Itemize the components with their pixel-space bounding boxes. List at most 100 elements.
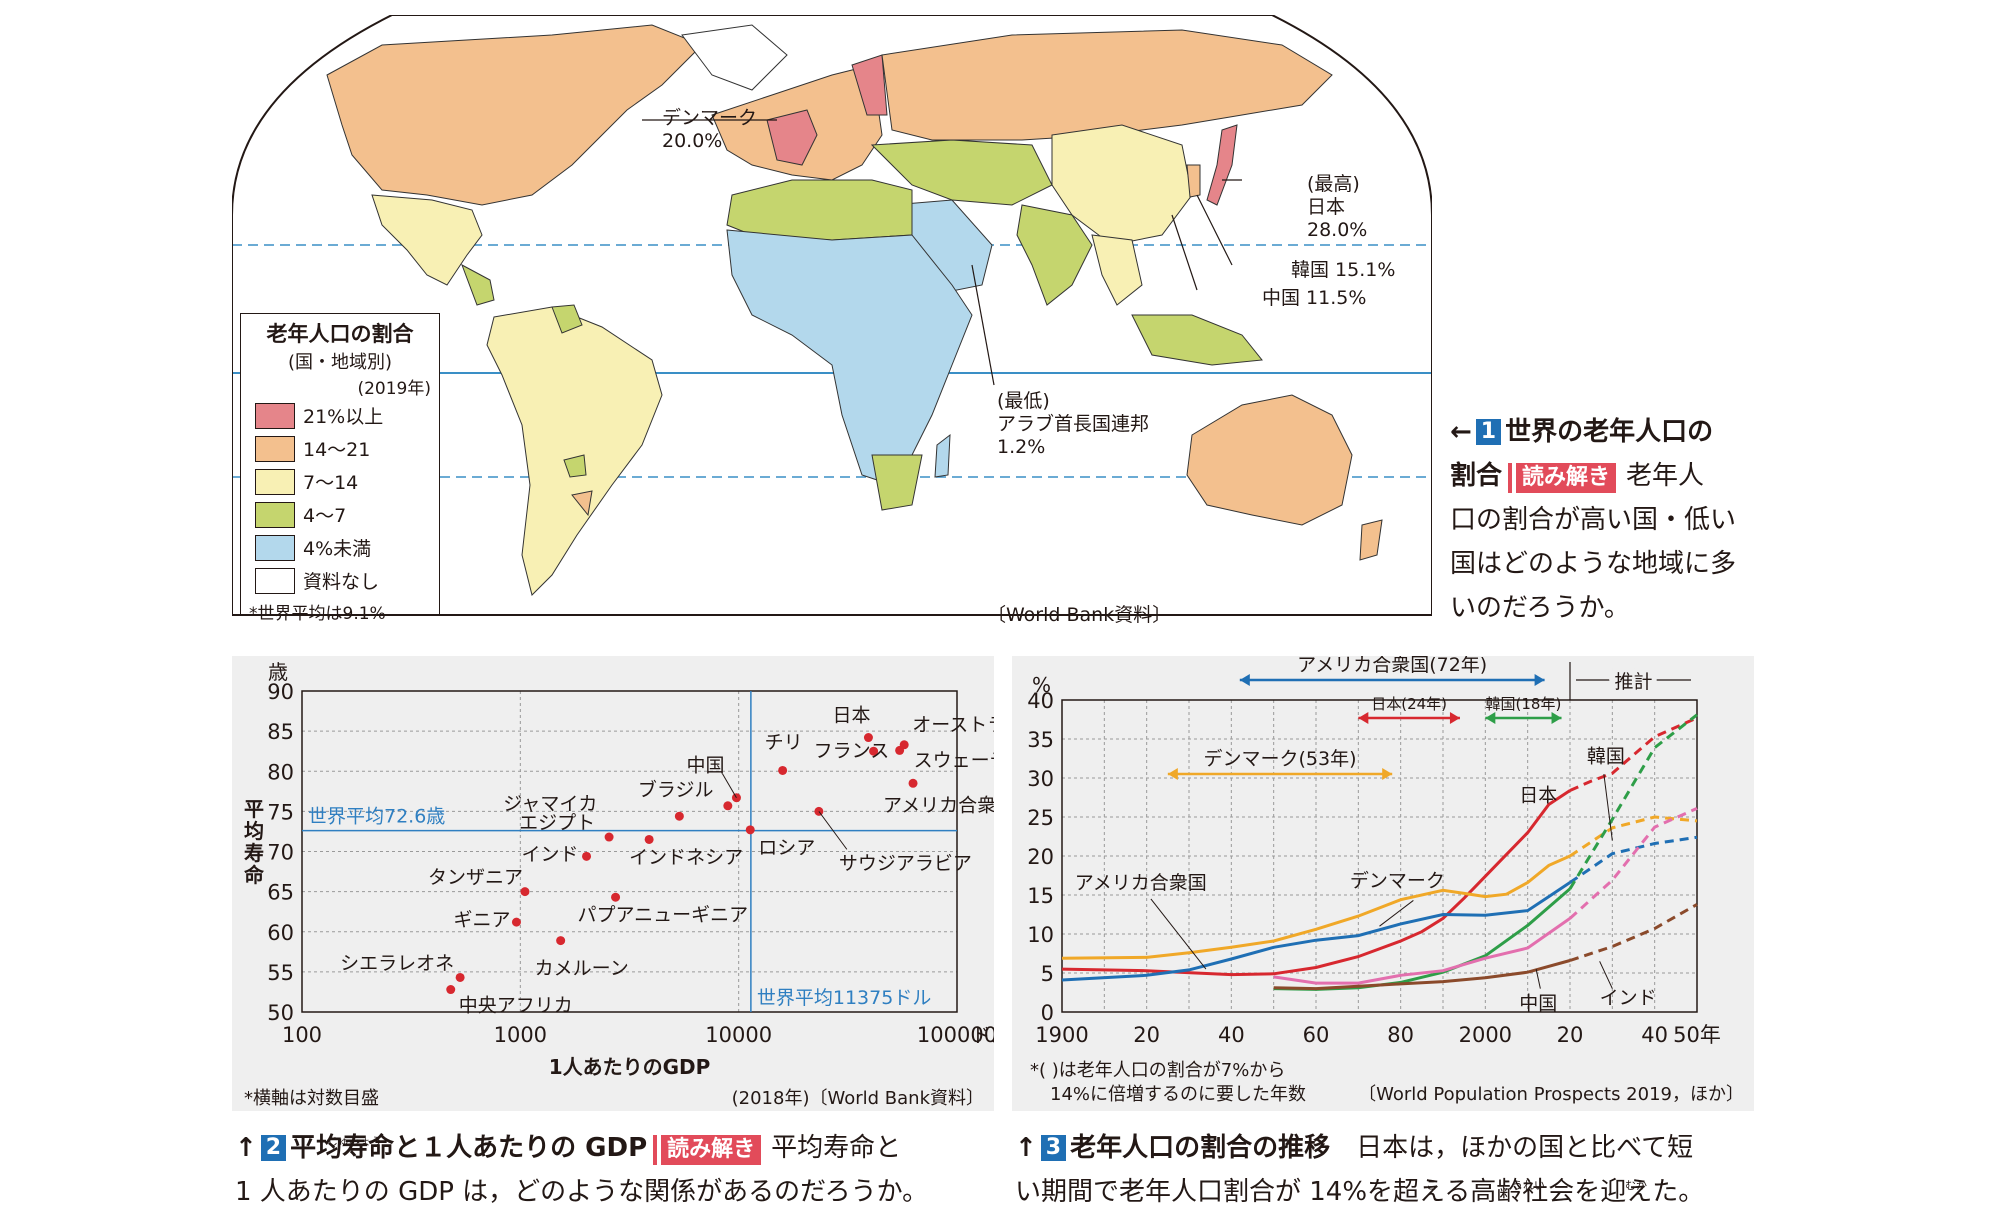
data-point-label: ギニア (453, 909, 510, 931)
y-tick-label: 30 (1027, 767, 1054, 791)
span-label: アメリカ合衆国(72年) (1297, 656, 1487, 676)
caption-3-text: い期間で老年人口割合が 14%を超える高齢社会を迎えた。 (1015, 1177, 1705, 1207)
data-point (869, 746, 879, 756)
line-panel: 0 5 10 15 20 25 30 35 40 1900 20 40 60 80 2000 20 40 50年%… (1012, 656, 1754, 1111)
data-point (723, 801, 733, 811)
world-map-panel: デンマーク 20.0% (最高) 日本 28.0% 韓国 15.1% 中国 11.5%… (232, 15, 1432, 630)
legend-swatch (255, 402, 295, 429)
y-tick-label: 5 (1041, 962, 1054, 986)
chart-source: (2018年)〔World Bank資料〕 (732, 1088, 984, 1109)
span-arrowhead (1485, 712, 1496, 724)
data-point-label: ジャマイカ (503, 793, 597, 815)
y-tick-label: 60 (267, 921, 294, 945)
map-legend: 老年人口の割合 (国・地域別) (2019年) 21%以上 14〜21 7〜14 4〜… (240, 313, 440, 624)
legend-item: 7〜14 (255, 465, 439, 498)
data-point (582, 851, 592, 861)
x-tick-label: 40 (1218, 1023, 1245, 1047)
x-tick-label: 20 (1133, 1023, 1160, 1047)
legend-item: 4%未満 (255, 531, 439, 564)
caption-1-title: 世界の老年人口の (1505, 417, 1714, 447)
series-line-solid (1061, 789, 1571, 977)
series-line-solid (1061, 881, 1571, 982)
span-label: デンマーク(53年) (1204, 748, 1357, 770)
span-label: 日本(24年) (1371, 695, 1447, 713)
x-tick-label: 100 (282, 1023, 322, 1047)
series-label: 日本 (1519, 784, 1557, 806)
legend-swatch (255, 567, 295, 594)
series-line-projected (1568, 807, 1698, 920)
caption-1: ← 1 世界の老年人口の 割合 読み解き 老年人 口の割合が高い国・低い 国はどのような… (1450, 410, 1770, 630)
map-source: 〔World Bank資料〕 (987, 604, 1172, 626)
legend-title: 老年人口の割合 (266, 322, 414, 346)
legend-label: 4〜7 (303, 505, 347, 527)
data-point (611, 892, 621, 902)
legend-item: 4〜7 (255, 498, 439, 531)
data-point-label: ロシア (758, 837, 815, 859)
leader-line (1603, 774, 1613, 841)
ruby-korei: こうれい (1501, 1179, 1545, 1192)
caption-3-text: 日本は，ほかの国と比べて短 (1356, 1133, 1694, 1163)
figure-number-badge: 1 (1475, 419, 1502, 445)
data-point-label: インドネシア (629, 846, 743, 868)
x-axis-label: 1人あたりのGDP (549, 1055, 711, 1079)
up-arrow-icon: ↑ (235, 1133, 257, 1163)
chart-note: *( )は老年人口の割合が7%から (1030, 1060, 1285, 1081)
leader-line (1150, 898, 1207, 970)
series-line-solid (1273, 959, 1571, 991)
plot-frame (301, 690, 958, 1013)
x-tick-label: 2000 (1459, 1023, 1512, 1047)
data-point-label: インド (522, 843, 579, 865)
legend-label: 4%未満 (303, 538, 372, 560)
data-point (908, 778, 918, 788)
ruby-jumyo: じゅみょう (327, 1135, 382, 1148)
life-expectancy-gdp-chart: 50 55 60 65 70 75 80 85 90 100 1000 10000 100000 歳ドル 平… (244, 660, 994, 1109)
caption-2-title: 平均寿命と１人あたりの GDP (290, 1133, 648, 1163)
caption-2-text: 平均寿命と (771, 1133, 902, 1163)
data-point (604, 832, 614, 842)
japan (1206, 124, 1238, 206)
india (1016, 204, 1093, 306)
data-point-label: オーストラリア (912, 714, 994, 736)
data-point-label: サウジアラビア (839, 852, 972, 874)
data-point-label: パプアニューギニア (578, 904, 749, 926)
x-tick-label: 50年 (1673, 1023, 1721, 1047)
data-point (520, 887, 530, 897)
data-point-label: シエラレオネ (340, 952, 454, 974)
chart-source: 〔World Population Prospects 2019，ほか〕 (1358, 1084, 1744, 1105)
caption-1-text: 国はどのような地域に多 (1450, 549, 1737, 579)
caption-1-title-cont: 割合 (1450, 461, 1503, 491)
data-point-label: ブラジル (638, 778, 714, 801)
caption-1-text: 老年人 (1626, 461, 1705, 491)
data-point (778, 765, 788, 775)
x-tick-label: 1900 (1035, 1023, 1088, 1047)
x-unit: ドル (971, 1023, 994, 1047)
north-america (326, 24, 703, 206)
data-point-label: カメルーン (535, 958, 629, 980)
series-label: 韓国 (1587, 745, 1625, 767)
leader-line (1535, 968, 1541, 989)
leader-line (1379, 900, 1414, 927)
series-line-projected (1569, 815, 1698, 858)
legend-items: 21%以上 14〜21 7〜14 4〜7 4%未満 資料なし (255, 399, 439, 597)
left-arrow-icon: ← (1450, 417, 1472, 447)
data-point (446, 985, 456, 995)
y-axis-label: 寿 (244, 841, 264, 865)
leader-line (818, 811, 848, 850)
span-arrowhead (1551, 712, 1562, 724)
series-label: デンマーク (1350, 870, 1445, 892)
y-tick-label: 65 (267, 881, 294, 905)
leader-line (722, 773, 737, 798)
series-line-projected (1568, 713, 1698, 890)
plot-frame (1061, 699, 1698, 1013)
y-tick-label: 10 (1027, 923, 1054, 947)
span-arrowhead (1167, 768, 1178, 780)
series-line-solid (1273, 917, 1571, 985)
russia (881, 29, 1333, 141)
south-america (486, 306, 663, 596)
legend-subtitle: (国・地域別) (287, 352, 393, 373)
leader-line (1599, 961, 1613, 989)
series-line-projected (1569, 903, 1698, 962)
caption-3-title: 老年人口の割合の推移 (1070, 1133, 1331, 1163)
caption-1-text: いのだろうか。 (1450, 593, 1630, 623)
data-point-label: エジプト (519, 812, 595, 834)
